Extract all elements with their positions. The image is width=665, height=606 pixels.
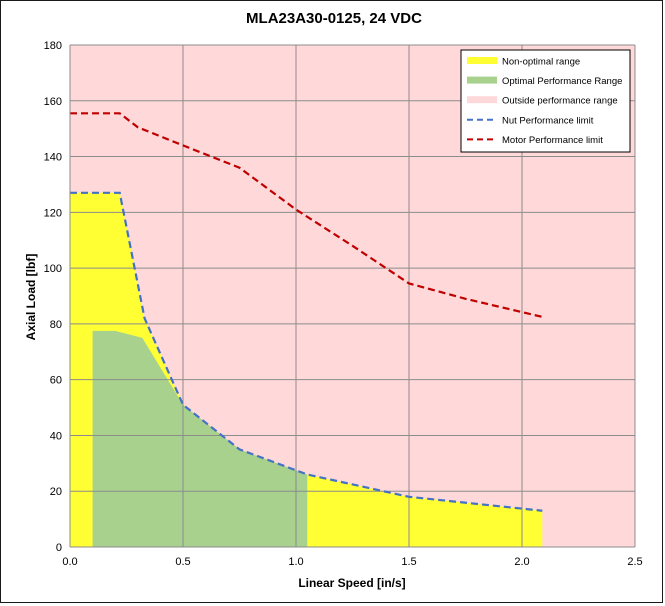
y-tick-label: 40 [50, 430, 62, 442]
y-tick-label: 120 [44, 207, 62, 219]
y-axis-title: Axial Load [lbf] [24, 254, 38, 341]
legend-label-0: Non-optimal range [502, 57, 580, 68]
legend-swatch-2 [467, 96, 497, 104]
y-tick-label: 180 [44, 40, 62, 52]
x-tick-label: 2.0 [514, 556, 529, 568]
legend: Non-optimal range Optimal Performance Ran… [460, 49, 631, 153]
legend-label-4: Motor Performance limit [502, 135, 603, 146]
line-series-3 [70, 191, 543, 512]
x-tick-label: 1.5 [401, 556, 416, 568]
chart-title: MLA23A30-0125, 24 VDC [246, 10, 422, 27]
x-tick-label: 1.0 [288, 556, 303, 568]
legend-label-2: Outside performance range [502, 96, 618, 107]
legend-label-1: Optimal Performance Range [502, 76, 622, 87]
area-series-1 [92, 330, 308, 547]
x-tick-label: 2.5 [627, 556, 642, 568]
y-tick-label: 80 [50, 319, 62, 331]
legend-swatch-0 [467, 57, 497, 64]
y-tick-label: 0 [56, 542, 62, 554]
x-tick-label: 0.5 [175, 556, 190, 568]
y-tick-label: 100 [44, 263, 62, 275]
x-axis-title: Linear Speed [in/s] [298, 576, 405, 590]
y-tick-label: 60 [50, 375, 62, 387]
y-tick-label: 20 [50, 486, 62, 498]
y-tick-label: 140 [44, 152, 62, 164]
legend-label-3: Nut Performance limit [502, 115, 594, 126]
y-tick-label: 160 [44, 96, 62, 108]
x-tick-label: 0.0 [62, 556, 77, 568]
legend-swatch-1 [467, 76, 497, 84]
line-series-4 [70, 112, 543, 318]
